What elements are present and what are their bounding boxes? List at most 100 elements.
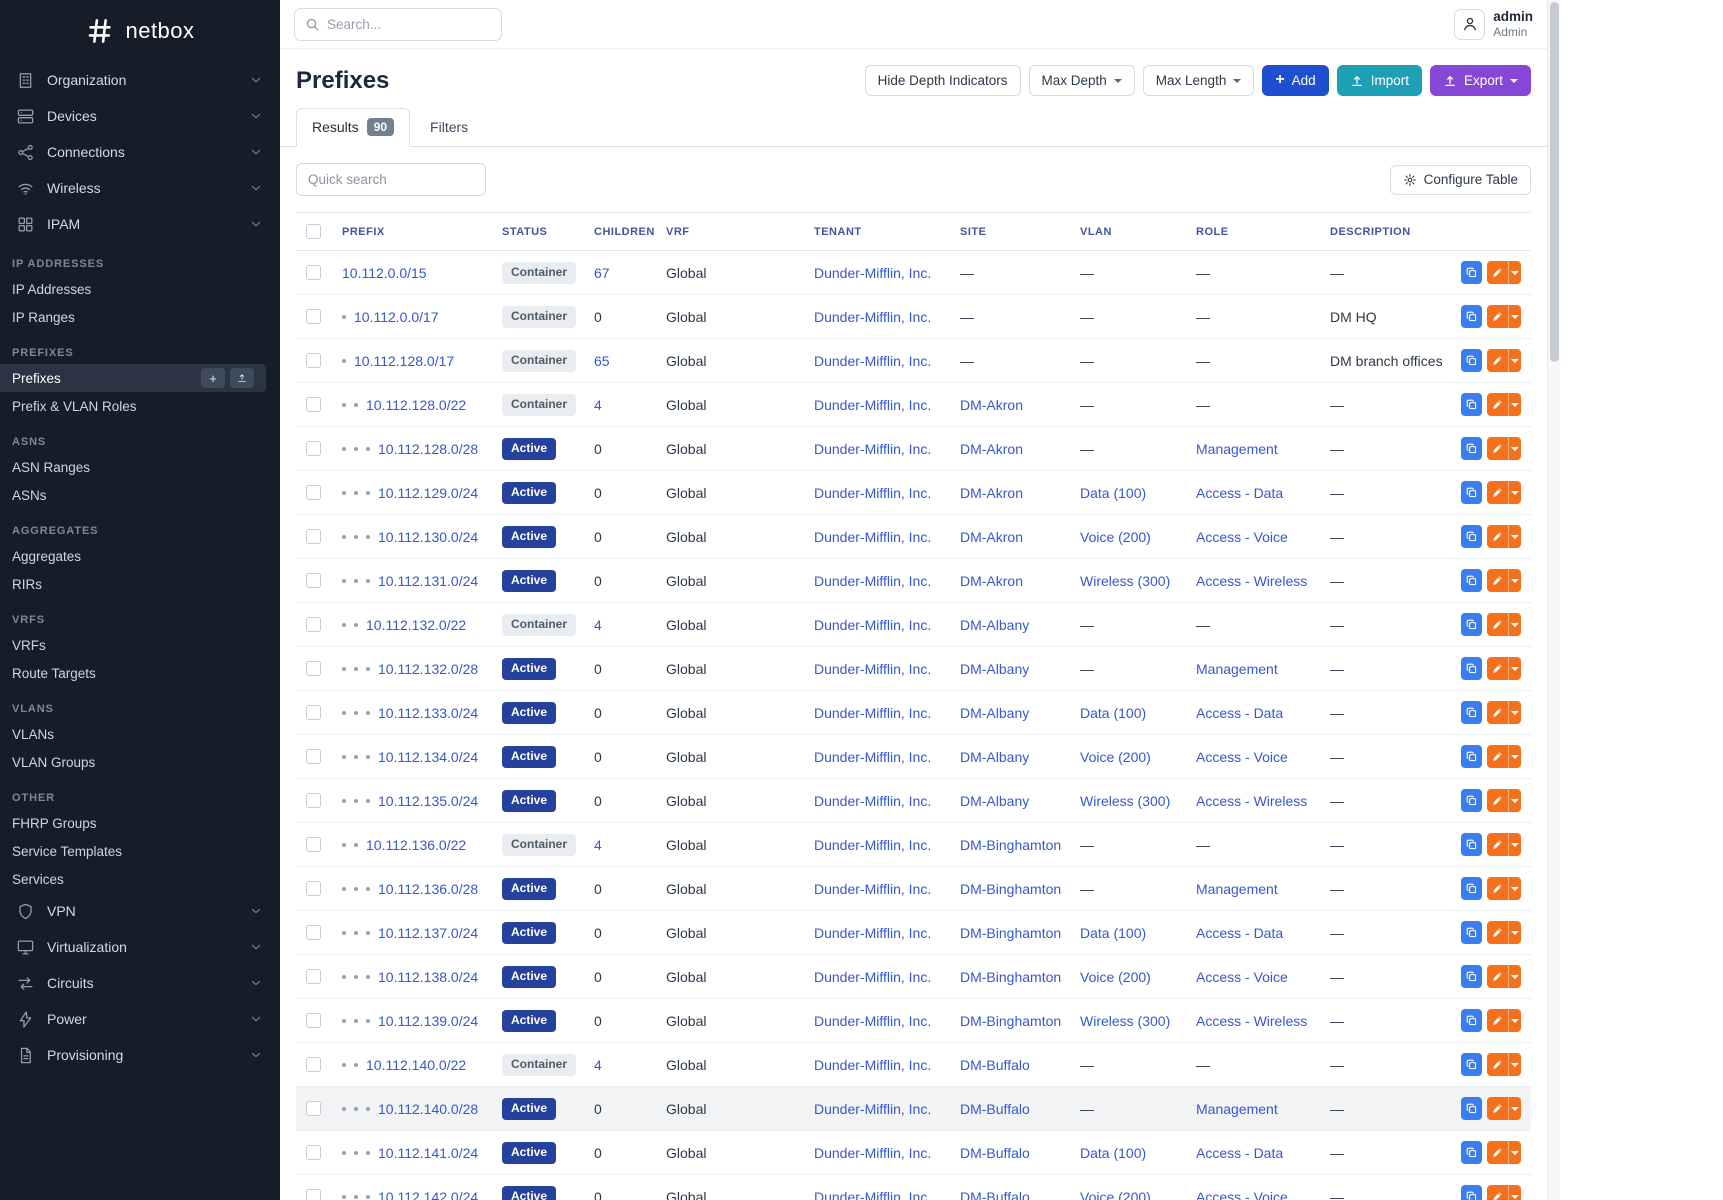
sidebar-item-wireless[interactable]: Wireless bbox=[0, 170, 280, 206]
edit-dropdown-caret[interactable] bbox=[1507, 393, 1521, 417]
site-link[interactable]: DM-Akron bbox=[960, 484, 1024, 501]
edit-button[interactable] bbox=[1487, 921, 1508, 944]
row-checkbox[interactable] bbox=[306, 705, 321, 721]
max-length-dropdown[interactable]: Max Length bbox=[1142, 65, 1255, 96]
role-link[interactable]: Access - Voice bbox=[1196, 748, 1288, 765]
netbox-logo[interactable]: netbox bbox=[0, 0, 280, 62]
edit-dropdown-caret[interactable] bbox=[1507, 613, 1521, 637]
children-count-link[interactable]: 4 bbox=[594, 396, 602, 413]
prefix-link[interactable]: 10.112.129.0/24 bbox=[378, 484, 479, 501]
tenant-link[interactable]: Dunder-Mifflin, Inc. bbox=[814, 1100, 932, 1117]
tenant-link[interactable]: Dunder-Mifflin, Inc. bbox=[814, 1188, 932, 1200]
children-count-link[interactable]: 4 bbox=[594, 616, 602, 633]
copy-button[interactable] bbox=[1461, 261, 1483, 285]
prefix-link[interactable]: 10.112.130.0/24 bbox=[378, 528, 479, 545]
site-link[interactable]: DM-Binghamton bbox=[960, 924, 1062, 941]
vlan-link[interactable]: Voice (200) bbox=[1080, 748, 1151, 765]
site-link[interactable]: DM-Buffalo bbox=[960, 1056, 1030, 1073]
site-link[interactable]: DM-Akron bbox=[960, 396, 1024, 413]
edit-dropdown-caret[interactable] bbox=[1507, 481, 1521, 505]
edit-button[interactable] bbox=[1487, 1185, 1508, 1200]
column-header-children[interactable]: CHILDREN bbox=[584, 212, 656, 252]
edit-dropdown-caret[interactable] bbox=[1507, 1009, 1521, 1033]
column-header-status[interactable]: STATUS bbox=[492, 212, 584, 252]
site-link[interactable]: DM-Albany bbox=[960, 704, 1030, 721]
edit-dropdown-caret[interactable] bbox=[1507, 877, 1521, 901]
prefix-link[interactable]: 10.112.136.0/22 bbox=[366, 836, 467, 853]
copy-button[interactable] bbox=[1461, 1097, 1483, 1121]
vlan-link[interactable]: Wireless (300) bbox=[1080, 792, 1171, 809]
select-all-checkbox[interactable] bbox=[306, 224, 321, 240]
sidebar-item-prefixes[interactable]: Prefixes + bbox=[0, 364, 266, 392]
sidebar-item-circuits[interactable]: Circuits bbox=[0, 965, 280, 1001]
sidebar-item-vlan-groups[interactable]: VLAN Groups bbox=[0, 748, 280, 776]
vlan-link[interactable]: Data (100) bbox=[1080, 924, 1147, 941]
tenant-link[interactable]: Dunder-Mifflin, Inc. bbox=[814, 924, 932, 941]
prefix-link[interactable]: 10.112.134.0/24 bbox=[378, 748, 479, 765]
role-link[interactable]: Access - Voice bbox=[1196, 528, 1288, 545]
tenant-link[interactable]: Dunder-Mifflin, Inc. bbox=[814, 484, 932, 501]
prefix-link[interactable]: 10.112.132.0/28 bbox=[378, 660, 479, 677]
prefix-quick-add-button[interactable]: + bbox=[201, 368, 225, 388]
vlan-link[interactable]: Voice (200) bbox=[1080, 528, 1151, 545]
vertical-scrollbar[interactable] bbox=[1547, 0, 1560, 1200]
edit-dropdown-caret[interactable] bbox=[1507, 1097, 1521, 1121]
tenant-link[interactable]: Dunder-Mifflin, Inc. bbox=[814, 1144, 932, 1161]
row-checkbox[interactable] bbox=[306, 309, 321, 325]
copy-button[interactable] bbox=[1461, 1141, 1483, 1165]
edit-dropdown-caret[interactable] bbox=[1507, 349, 1521, 373]
tenant-link[interactable]: Dunder-Mifflin, Inc. bbox=[814, 660, 932, 677]
role-link[interactable]: Access - Voice bbox=[1196, 968, 1288, 985]
max-depth-dropdown[interactable]: Max Depth bbox=[1028, 65, 1135, 96]
copy-button[interactable] bbox=[1461, 1053, 1483, 1077]
edit-dropdown-caret[interactable] bbox=[1507, 1141, 1521, 1165]
tab-results[interactable]: Results 90 bbox=[296, 108, 411, 148]
row-checkbox[interactable] bbox=[306, 837, 321, 853]
copy-button[interactable] bbox=[1461, 833, 1483, 857]
edit-dropdown-caret[interactable] bbox=[1507, 569, 1521, 593]
site-link[interactable]: DM-Albany bbox=[960, 748, 1030, 765]
vlan-link[interactable]: Data (100) bbox=[1080, 1144, 1147, 1161]
sidebar-item-provisioning[interactable]: Provisioning bbox=[0, 1037, 280, 1073]
edit-button[interactable] bbox=[1487, 965, 1508, 988]
row-checkbox[interactable] bbox=[306, 969, 321, 985]
site-link[interactable]: DM-Buffalo bbox=[960, 1100, 1030, 1117]
tenant-link[interactable]: Dunder-Mifflin, Inc. bbox=[814, 836, 932, 853]
edit-button[interactable] bbox=[1487, 745, 1508, 768]
edit-dropdown-caret[interactable] bbox=[1507, 305, 1521, 329]
export-dropdown[interactable]: Export bbox=[1429, 65, 1531, 96]
edit-button[interactable] bbox=[1487, 1141, 1508, 1164]
scrollbar-thumb[interactable] bbox=[1550, 2, 1559, 362]
copy-button[interactable] bbox=[1461, 393, 1483, 417]
role-link[interactable]: Management bbox=[1196, 660, 1278, 677]
edit-button[interactable] bbox=[1487, 305, 1508, 328]
sidebar-item-services[interactable]: Services bbox=[0, 865, 280, 893]
sidebar-item-vrfs[interactable]: VRFs bbox=[0, 631, 280, 659]
site-link[interactable]: DM-Akron bbox=[960, 572, 1024, 589]
role-link[interactable]: Access - Data bbox=[1196, 924, 1284, 941]
column-header-role[interactable]: ROLE bbox=[1186, 212, 1320, 252]
copy-button[interactable] bbox=[1461, 701, 1483, 725]
children-count-link[interactable]: 65 bbox=[594, 352, 610, 369]
role-link[interactable]: Access - Data bbox=[1196, 704, 1284, 721]
copy-button[interactable] bbox=[1461, 965, 1483, 989]
vlan-link[interactable]: Wireless (300) bbox=[1080, 572, 1171, 589]
sidebar-item-prefix-vlan-roles[interactable]: Prefix & VLAN Roles bbox=[0, 392, 280, 420]
role-link[interactable]: Management bbox=[1196, 1100, 1278, 1117]
sidebar-item-aggregates[interactable]: Aggregates bbox=[0, 542, 280, 570]
row-checkbox[interactable] bbox=[306, 353, 321, 369]
hide-depth-indicators-button[interactable]: Hide Depth Indicators bbox=[864, 65, 1021, 96]
copy-button[interactable] bbox=[1461, 789, 1483, 813]
copy-button[interactable] bbox=[1461, 613, 1483, 637]
edit-button[interactable] bbox=[1487, 349, 1508, 372]
sidebar-item-organization[interactable]: Organization bbox=[0, 62, 280, 98]
column-header-vrf[interactable]: VRF bbox=[656, 212, 804, 252]
sidebar-item-connections[interactable]: Connections bbox=[0, 134, 280, 170]
edit-dropdown-caret[interactable] bbox=[1507, 701, 1521, 725]
prefix-link[interactable]: 10.112.140.0/22 bbox=[366, 1056, 467, 1073]
edit-dropdown-caret[interactable] bbox=[1507, 789, 1521, 813]
row-checkbox[interactable] bbox=[306, 881, 321, 897]
vlan-link[interactable]: Voice (200) bbox=[1080, 968, 1151, 985]
row-checkbox[interactable] bbox=[306, 1189, 321, 1200]
site-link[interactable]: DM-Albany bbox=[960, 660, 1030, 677]
